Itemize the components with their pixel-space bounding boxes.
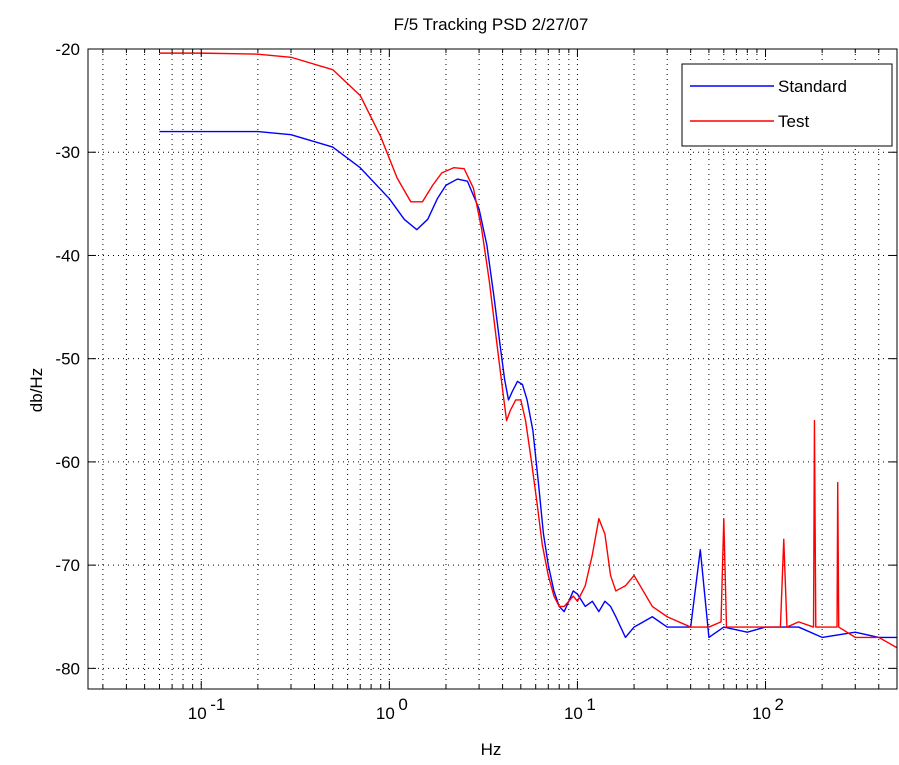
y-tick-labels: -20 -30 -40 -50 -60 -70 -80: [55, 40, 80, 678]
y-tick-label: -30: [55, 143, 80, 162]
x-tick-label: 10: [188, 704, 207, 723]
series-layer: [159, 52, 898, 649]
legend-label-test: Test: [778, 112, 809, 131]
y-ticks: [88, 48, 897, 669]
x-tick-label-exponent: 1: [586, 695, 595, 714]
legend-items: Standard Test: [690, 77, 847, 131]
legend-box: [681, 63, 893, 147]
plot-area: [88, 49, 897, 689]
y-tick-label: -50: [55, 350, 80, 369]
x-tick-label: 10: [376, 704, 395, 723]
y-tick-label: -20: [55, 40, 80, 59]
y-axis-label: db/Hz: [27, 368, 46, 412]
plot-frame: [87, 48, 898, 690]
x-tick-label-exponent: -1: [210, 695, 225, 714]
x-tick-label-exponent: 0: [398, 695, 407, 714]
series-line-standard: [159, 130, 897, 639]
x-tick-label: 10: [752, 704, 771, 723]
x-axis-label: Hz: [481, 740, 502, 759]
x-tick-label: 10: [564, 704, 583, 723]
x-tick-label-exponent: 2: [775, 695, 784, 714]
chart-title: F/5 Tracking PSD 2/27/07: [394, 15, 589, 34]
legend: Standard Test: [681, 63, 893, 147]
series-line-test: [159, 52, 898, 649]
y-tick-label: -60: [55, 453, 80, 472]
y-tick-label: -80: [55, 659, 80, 678]
x-ticks: [102, 49, 898, 689]
y-tick-label: -70: [55, 556, 80, 575]
x-grid: [102, 49, 898, 689]
y-tick-label: -40: [55, 246, 80, 265]
legend-label-standard: Standard: [778, 77, 847, 96]
x-tick-labels: 10 -1 10 0 10 1 10 2: [188, 695, 784, 723]
